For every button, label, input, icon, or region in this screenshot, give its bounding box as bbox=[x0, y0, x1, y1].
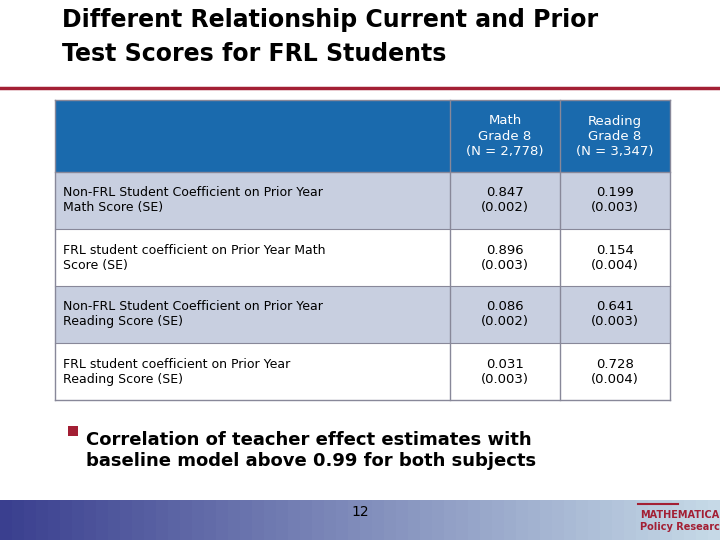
Bar bbox=[108, 500, 121, 540]
Text: MATHEMATICA
Policy Research: MATHEMATICA Policy Research bbox=[640, 510, 720, 531]
Bar bbox=[12, 500, 25, 540]
Text: FRL student coefficient on Prior Year Math
Score (SE): FRL student coefficient on Prior Year Ma… bbox=[63, 244, 325, 272]
Bar bbox=[60, 500, 73, 540]
Bar bbox=[96, 500, 109, 540]
Text: 0.728
(0.004): 0.728 (0.004) bbox=[591, 357, 639, 386]
Bar bbox=[636, 500, 649, 540]
Bar bbox=[588, 500, 601, 540]
Bar bbox=[300, 500, 313, 540]
Bar bbox=[552, 500, 565, 540]
Text: Non-FRL Student Coefficient on Prior Year
Math Score (SE): Non-FRL Student Coefficient on Prior Yea… bbox=[63, 186, 323, 214]
Bar bbox=[516, 500, 529, 540]
Bar bbox=[444, 500, 457, 540]
Bar bbox=[312, 500, 325, 540]
Text: 12: 12 bbox=[351, 505, 369, 519]
Text: 0.199
(0.003): 0.199 (0.003) bbox=[591, 186, 639, 214]
Bar bbox=[0, 500, 13, 540]
Bar bbox=[420, 500, 433, 540]
Text: 0.154
(0.004): 0.154 (0.004) bbox=[591, 244, 639, 272]
Text: 0.847
(0.002): 0.847 (0.002) bbox=[481, 186, 529, 214]
Bar bbox=[612, 500, 625, 540]
Bar bbox=[396, 500, 409, 540]
Bar bbox=[216, 500, 229, 540]
Bar bbox=[408, 500, 421, 540]
Bar bbox=[84, 500, 97, 540]
Bar bbox=[144, 500, 157, 540]
Bar bbox=[456, 500, 469, 540]
Bar bbox=[468, 500, 481, 540]
Bar bbox=[228, 500, 241, 540]
Bar bbox=[648, 500, 661, 540]
Bar bbox=[55, 343, 670, 400]
Bar bbox=[276, 500, 289, 540]
Bar bbox=[360, 500, 373, 540]
Bar bbox=[55, 100, 670, 172]
Bar bbox=[264, 500, 277, 540]
Bar bbox=[384, 500, 397, 540]
Bar bbox=[372, 500, 385, 540]
Text: 0.641
(0.003): 0.641 (0.003) bbox=[591, 300, 639, 328]
Bar bbox=[624, 500, 637, 540]
Bar bbox=[240, 500, 253, 540]
Bar bbox=[180, 500, 193, 540]
Bar bbox=[660, 500, 673, 540]
Bar bbox=[564, 500, 577, 540]
Text: Math
Grade 8
(N = 2,778): Math Grade 8 (N = 2,778) bbox=[467, 114, 544, 158]
Bar bbox=[708, 500, 720, 540]
Bar bbox=[168, 500, 181, 540]
Text: Different Relationship Current and Prior: Different Relationship Current and Prior bbox=[62, 8, 598, 32]
Bar bbox=[72, 500, 85, 540]
Text: FRL student coefficient on Prior Year
Reading Score (SE): FRL student coefficient on Prior Year Re… bbox=[63, 357, 290, 386]
Bar bbox=[540, 500, 553, 540]
Text: 0.086
(0.002): 0.086 (0.002) bbox=[481, 300, 529, 328]
Bar bbox=[192, 500, 205, 540]
Bar bbox=[504, 500, 517, 540]
Bar bbox=[348, 500, 361, 540]
Bar bbox=[672, 500, 685, 540]
Bar bbox=[48, 500, 61, 540]
Bar bbox=[24, 500, 37, 540]
Text: 0.031
(0.003): 0.031 (0.003) bbox=[481, 357, 529, 386]
Bar bbox=[600, 500, 613, 540]
Bar bbox=[204, 500, 217, 540]
Text: 0.896
(0.003): 0.896 (0.003) bbox=[481, 244, 529, 272]
Bar bbox=[156, 500, 169, 540]
Bar bbox=[432, 500, 445, 540]
Text: Reading
Grade 8
(N = 3,347): Reading Grade 8 (N = 3,347) bbox=[576, 114, 654, 158]
Bar bbox=[492, 500, 505, 540]
Bar bbox=[324, 500, 337, 540]
Bar bbox=[480, 500, 493, 540]
Bar bbox=[68, 426, 78, 436]
Bar bbox=[36, 500, 49, 540]
Text: Non-FRL Student Coefficient on Prior Year
Reading Score (SE): Non-FRL Student Coefficient on Prior Yea… bbox=[63, 300, 323, 328]
Bar bbox=[55, 172, 670, 229]
Bar bbox=[528, 500, 541, 540]
Bar bbox=[684, 500, 697, 540]
Text: Correlation of teacher effect estimates with
baseline model above 0.99 for both : Correlation of teacher effect estimates … bbox=[86, 431, 536, 470]
Text: Test Scores for FRL Students: Test Scores for FRL Students bbox=[62, 42, 446, 66]
Bar bbox=[696, 500, 709, 540]
Bar bbox=[120, 500, 133, 540]
Bar bbox=[576, 500, 589, 540]
Bar bbox=[288, 500, 301, 540]
Bar bbox=[336, 500, 349, 540]
Bar bbox=[132, 500, 145, 540]
Bar bbox=[55, 286, 670, 343]
Bar bbox=[55, 229, 670, 286]
Bar bbox=[252, 500, 265, 540]
